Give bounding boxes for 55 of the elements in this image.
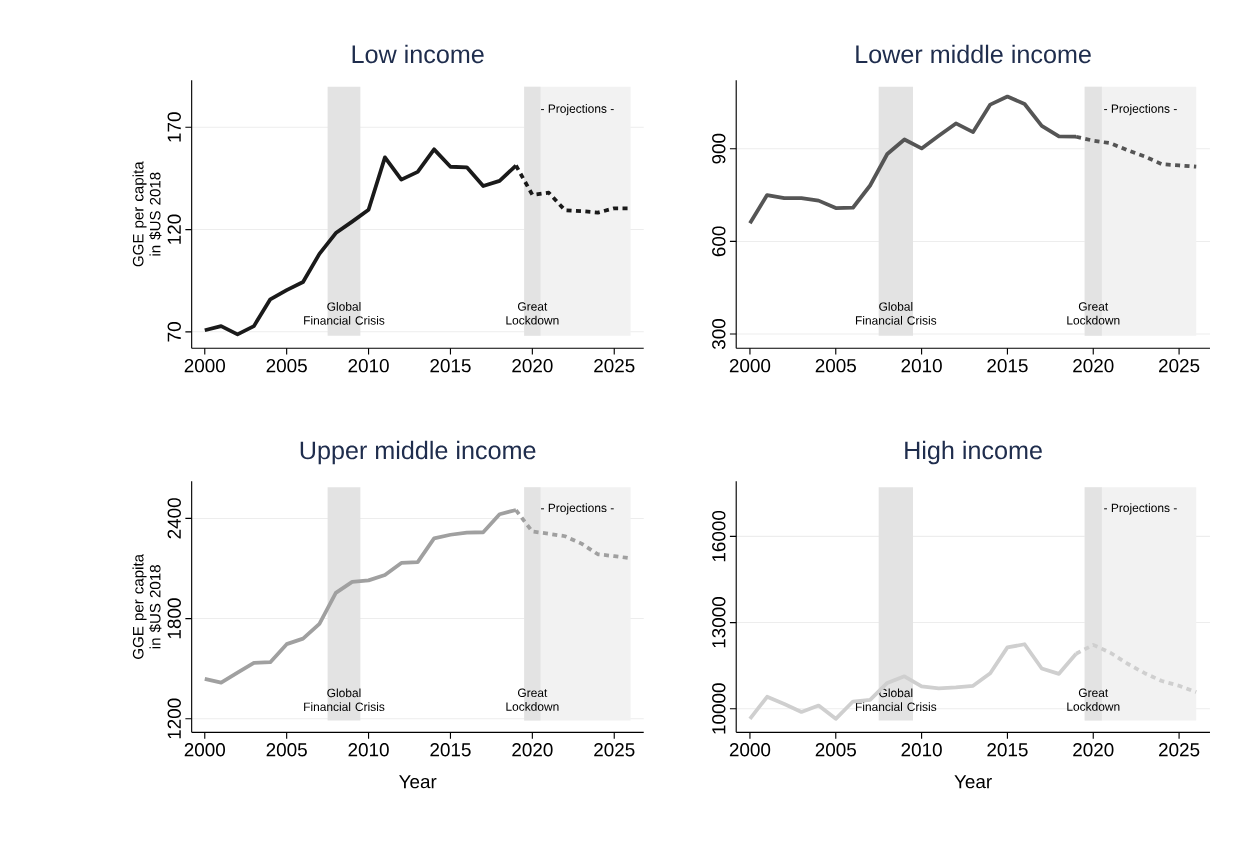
x-tick-label: 2025 (594, 742, 635, 757)
y-tick-label: 300 (712, 318, 726, 349)
y-tick-label: 16000 (712, 510, 726, 562)
band-label: - Projections - (541, 503, 614, 515)
x-axis-title: Year (954, 775, 992, 789)
y-axis-title: GGE per capita in $US 2018 (132, 161, 162, 267)
y-tick-label: 170 (167, 112, 181, 142)
x-tick-label: 2015 (430, 742, 471, 757)
y-tick-label: 2400 (167, 498, 181, 539)
chart-title: Low income (352, 44, 484, 64)
band-label: - Projections - (1104, 503, 1177, 515)
x-tick-label: 2015 (987, 358, 1028, 373)
y-tick-label: 600 (712, 226, 726, 257)
x-tick-label: 2025 (1159, 742, 1200, 757)
band-label: Great Lockdown (1067, 688, 1120, 711)
x-tick-label: 2000 (729, 742, 771, 757)
x-tick-label: 2015 (430, 358, 471, 373)
x-tick-label: 2020 (1073, 358, 1114, 373)
y-tick-label: 70 (167, 321, 181, 342)
band-label: Global Financial Crisis (304, 301, 385, 325)
band-label: Great Lockdown (506, 688, 559, 711)
band-label: Great Lockdown (506, 302, 559, 325)
x-tick-label: 2025 (594, 358, 635, 373)
x-tick-label: 2005 (266, 742, 307, 757)
x-tick-label: 2010 (348, 358, 389, 373)
x-axis-title: Year (399, 775, 437, 789)
x-tick-label: 2025 (1159, 358, 1200, 373)
band-label: - Projections - (1104, 103, 1177, 116)
x-tick-label: 2020 (512, 742, 553, 757)
band-label: Global Financial Crisis (304, 688, 385, 711)
y-tick-label: 120 (167, 214, 181, 244)
x-tick-label: 2000 (184, 742, 226, 757)
chart-title: Lower middle income (856, 44, 1091, 64)
x-tick-label: 2010 (901, 358, 942, 373)
chart-title: Upper middle income (300, 440, 536, 465)
y-tick-label: 1800 (167, 598, 181, 639)
band-label: Great Lockdown (1067, 302, 1120, 325)
chart-title: High income (905, 440, 1042, 465)
x-tick-label: 2020 (1073, 742, 1114, 757)
x-tick-label: 2020 (512, 358, 553, 373)
x-tick-label: 2010 (901, 742, 942, 757)
x-tick-label: 2000 (184, 358, 226, 373)
y-axis-title: GGE per capita in $US 2018 (132, 553, 162, 659)
band-label: Global Financial Crisis (855, 301, 937, 325)
x-tick-label: 2010 (348, 742, 389, 757)
y-tick-label: 1200 (167, 698, 181, 739)
y-tick-label: 13000 (712, 596, 726, 648)
x-tick-label: 2000 (729, 358, 771, 373)
x-tick-label: 2005 (815, 358, 856, 373)
y-tick-label: 900 (712, 133, 726, 164)
x-tick-label: 2005 (815, 742, 856, 757)
x-tick-label: 2015 (987, 742, 1028, 757)
y-tick-label: 10000 (712, 683, 726, 734)
band-label: - Projections - (541, 103, 614, 116)
x-tick-label: 2005 (266, 358, 307, 373)
